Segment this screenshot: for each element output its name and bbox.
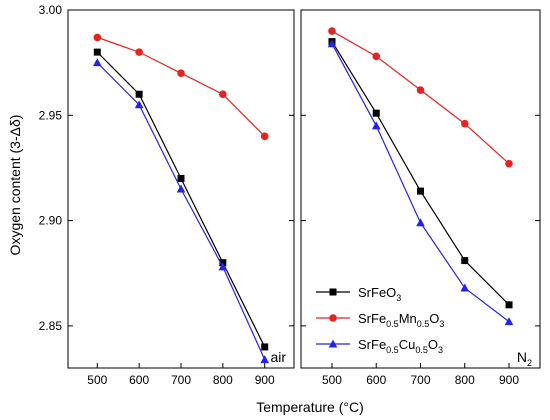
- panel-1-series-2-point: [177, 69, 185, 77]
- panel-2-x-tick-label: 500: [322, 373, 342, 387]
- panel-1-series-3-point: [92, 58, 102, 67]
- y-axis-title: Oxygen content (3-Δδ): [7, 115, 23, 256]
- panel-2-x-tick-label: 900: [499, 373, 519, 387]
- panel-1-condition-label: air: [270, 349, 286, 365]
- panel-2-series-3-point: [416, 218, 425, 227]
- legend-label-1: SrFeO3: [358, 285, 401, 303]
- panel-1-series-2-point: [260, 132, 269, 141]
- panel-1-x-tick-label: 800: [213, 373, 233, 387]
- panel-2-series-2-point: [372, 52, 381, 61]
- panel-2-x-tick-label: 600: [366, 373, 386, 387]
- panel-2-series-1-point: [505, 301, 513, 309]
- panel-2-condition-label: N2: [517, 349, 532, 368]
- panel-2-series-2-point: [328, 27, 336, 35]
- panel-1-x-tick-label: 500: [87, 373, 107, 387]
- legend: SrFeO3 SrFe0.5Mn0.5O3 SrFe0.5Cu0.5O3: [316, 285, 444, 355]
- legend-marker-2: [329, 314, 337, 322]
- panel-1-x-tick-label: 600: [129, 373, 149, 387]
- panel-1-x-tick-label: 900: [255, 373, 275, 387]
- legend-label-3: SrFe0.5Cu0.5O3: [358, 337, 443, 355]
- legend-label-2: SrFe0.5Mn0.5O3: [358, 311, 444, 329]
- legend-marker-1: [329, 288, 337, 296]
- panel-2: 500 600 700 800 900 N2: [300, 9, 541, 387]
- y-tick-label: 3.00: [39, 3, 63, 17]
- panel-1-series-2-point: [219, 90, 227, 99]
- panel-1-series-1-point: [93, 48, 101, 56]
- panel-2-series-3-point: [460, 283, 470, 292]
- legend-marker-3: [328, 339, 338, 348]
- panel-1-x-tick-label: 700: [171, 373, 191, 387]
- y-tick-label: 2.95: [39, 108, 63, 122]
- panel-2-series-1-point: [372, 109, 380, 117]
- panel-2-series-3-point: [371, 121, 381, 130]
- panel-2-series-2-point: [416, 86, 425, 94]
- panels-layer: 2.85 2.90 2.95 3.00 500 600 700 800 900 air 500 600…: [39, 3, 541, 387]
- y-tick-label: 2.85: [39, 319, 63, 333]
- panel-1-series-3-point: [176, 184, 186, 193]
- panel-2-series-1-point: [417, 187, 424, 195]
- panel-2-series-2-point: [505, 159, 513, 168]
- panel-2-series-2-line: [331, 30, 510, 165]
- panel-2-series-3-point: [327, 39, 337, 48]
- panel-2-x-tick-label: 800: [455, 373, 475, 387]
- panel-1-series-1-point: [177, 174, 185, 182]
- panel-2-x-tick-label: 700: [410, 373, 430, 387]
- x-axis-title: Temperature (°C): [256, 399, 364, 415]
- panel-1-series-3-point: [134, 100, 144, 109]
- panel-2-series-1-point: [461, 257, 469, 265]
- panel-1-series-2-point: [135, 48, 143, 56]
- panel-1-series-3-point: [260, 355, 270, 364]
- panel-1-series-1-point: [261, 343, 269, 351]
- panel-1-series-3-line: [96, 62, 266, 360]
- panel-1-series-2-point: [93, 33, 102, 42]
- panel-1-series-1-point: [135, 90, 143, 98]
- panel-1-series-3-point: [218, 262, 228, 271]
- panel-1-series-2-line: [97, 36, 266, 137]
- panel-2-series-1-line: [331, 41, 510, 306]
- y-tick-label: 2.90: [39, 214, 63, 228]
- panel-2-series-3-point: [504, 317, 514, 326]
- panel-1: 2.85 2.90 2.95 3.00 500 600 700 800 900 air: [39, 3, 295, 387]
- panel-2-series-2-point: [460, 119, 469, 128]
